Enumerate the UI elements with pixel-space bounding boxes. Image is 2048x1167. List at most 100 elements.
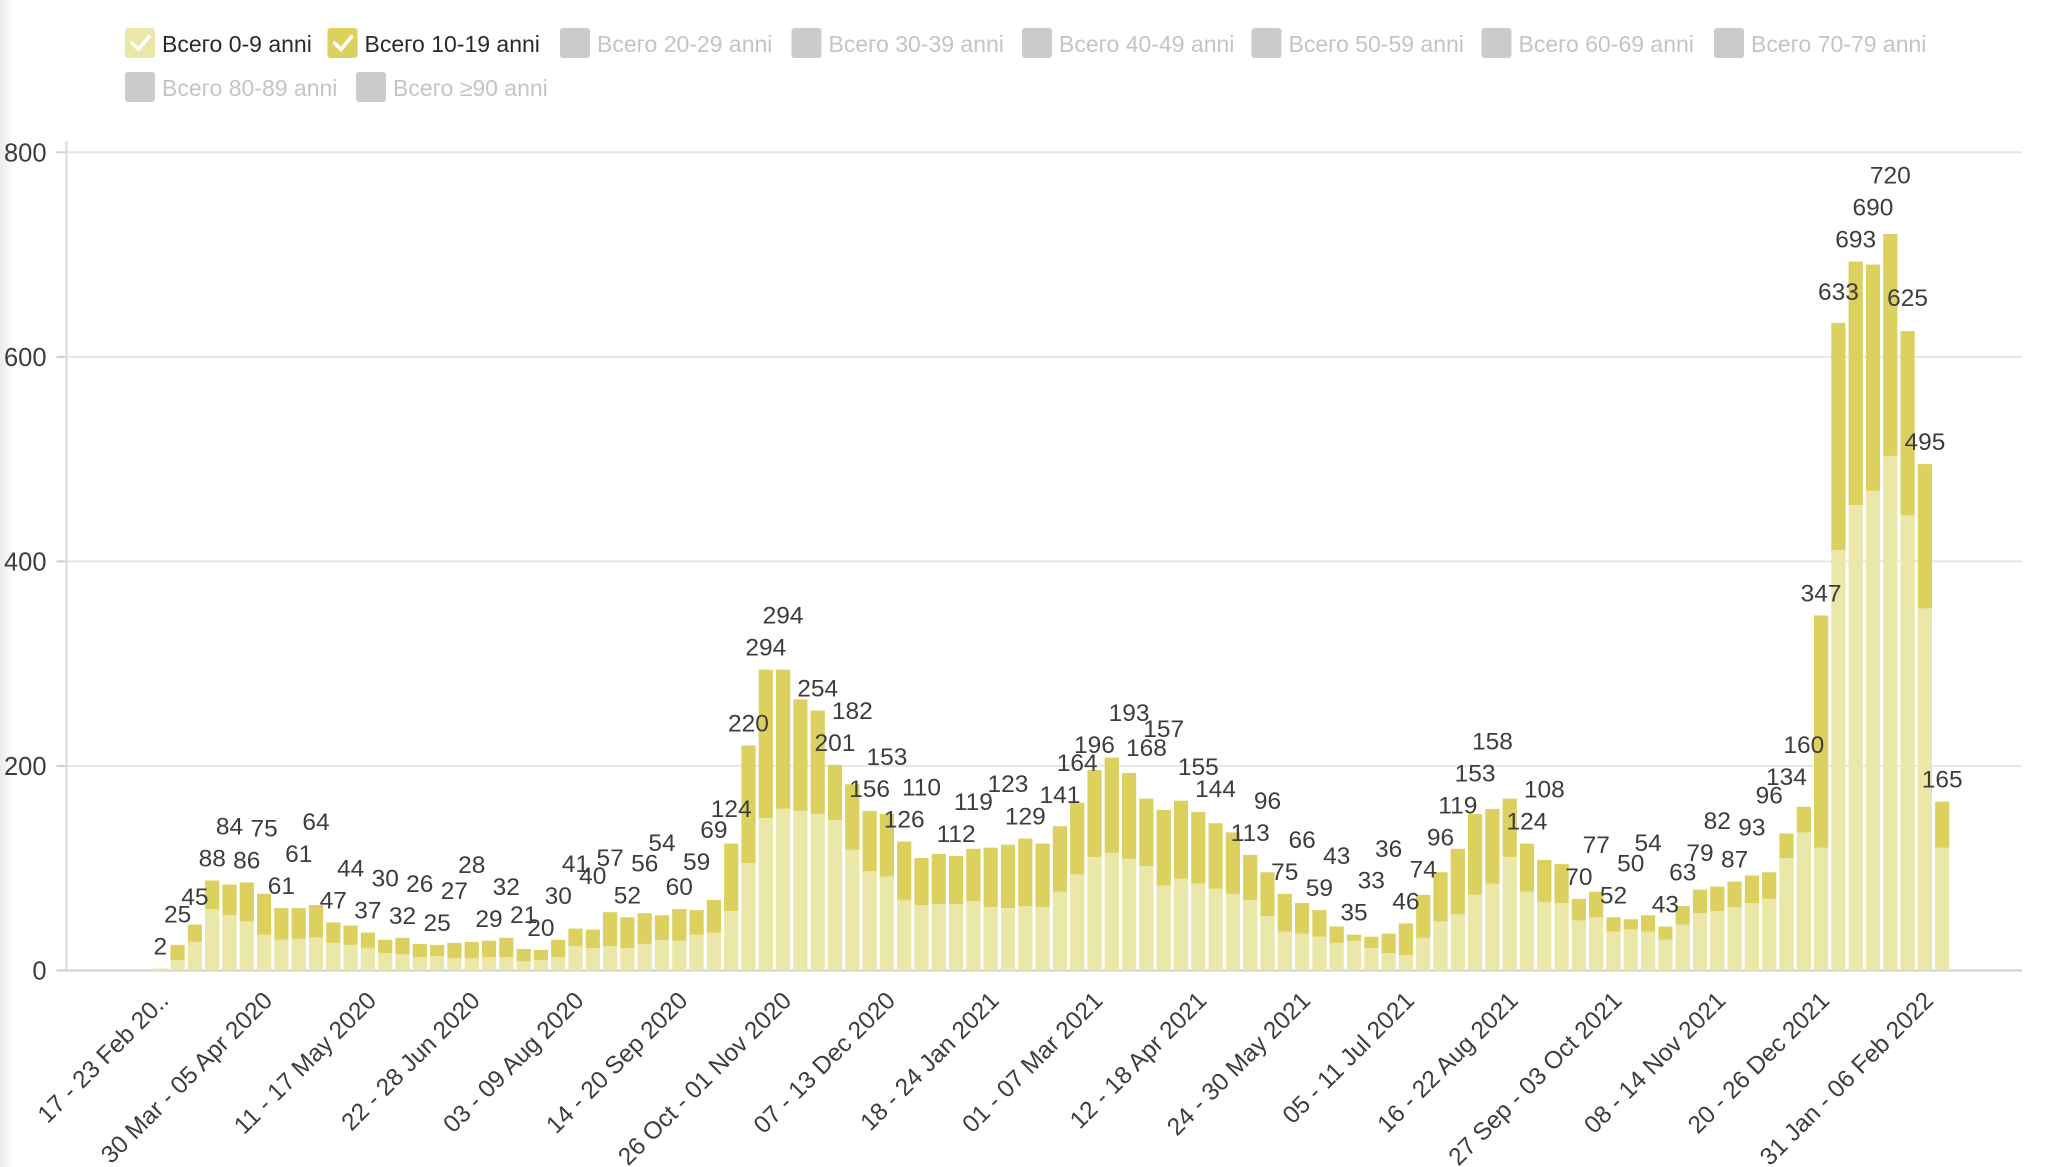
svg-text:59: 59 — [683, 849, 710, 876]
svg-text:201: 201 — [815, 730, 856, 757]
svg-text:126: 126 — [884, 807, 925, 834]
svg-text:88: 88 — [199, 846, 226, 873]
svg-text:54: 54 — [1634, 830, 1661, 857]
svg-text:156: 156 — [849, 776, 890, 803]
svg-text:196: 196 — [1074, 732, 1115, 759]
svg-text:93: 93 — [1738, 815, 1765, 842]
svg-text:400: 400 — [4, 548, 47, 576]
svg-text:32: 32 — [493, 874, 520, 901]
svg-text:Всего 30-39 anni: Всего 30-39 anni — [829, 31, 1004, 57]
svg-text:56: 56 — [631, 850, 658, 877]
svg-text:77: 77 — [1583, 832, 1610, 859]
svg-text:108: 108 — [1524, 777, 1565, 804]
svg-text:86: 86 — [233, 848, 260, 875]
svg-text:Всего ≥90 anni: Всего ≥90 anni — [393, 75, 548, 101]
svg-text:168: 168 — [1126, 735, 1167, 762]
svg-text:74: 74 — [1410, 856, 1437, 883]
svg-text:164: 164 — [1057, 750, 1098, 777]
svg-text:46: 46 — [1392, 888, 1419, 915]
svg-text:96: 96 — [1427, 824, 1454, 851]
svg-text:43: 43 — [1652, 892, 1679, 919]
svg-text:66: 66 — [1288, 827, 1315, 854]
svg-text:96: 96 — [1254, 788, 1281, 815]
svg-text:119: 119 — [954, 789, 993, 816]
svg-text:82: 82 — [1704, 808, 1731, 835]
svg-text:294: 294 — [745, 635, 786, 662]
svg-text:47: 47 — [320, 887, 347, 914]
svg-text:63: 63 — [1669, 860, 1696, 887]
svg-text:75: 75 — [250, 816, 277, 843]
svg-text:693: 693 — [1835, 227, 1876, 254]
svg-text:36: 36 — [1375, 836, 1402, 863]
svg-text:160: 160 — [1783, 732, 1824, 759]
svg-text:Всего 50-59 anni: Всего 50-59 anni — [1289, 31, 1464, 57]
svg-text:119: 119 — [1438, 792, 1477, 819]
svg-text:294: 294 — [763, 603, 804, 630]
svg-text:52: 52 — [1600, 882, 1627, 909]
svg-text:495: 495 — [1904, 429, 1945, 456]
svg-text:25: 25 — [164, 902, 191, 929]
svg-text:129: 129 — [1005, 804, 1046, 831]
svg-text:123: 123 — [988, 771, 1029, 798]
svg-text:0: 0 — [32, 958, 46, 986]
svg-text:153: 153 — [1455, 760, 1496, 787]
svg-text:Всего 60-69 anni: Всего 60-69 anni — [1519, 31, 1694, 57]
svg-text:27: 27 — [441, 878, 468, 905]
svg-text:45: 45 — [181, 884, 208, 911]
svg-text:29: 29 — [475, 906, 502, 933]
svg-text:44: 44 — [337, 855, 364, 882]
svg-text:52: 52 — [614, 882, 641, 909]
svg-text:625: 625 — [1887, 285, 1928, 312]
svg-text:720: 720 — [1870, 163, 1911, 190]
svg-text:182: 182 — [832, 698, 873, 725]
svg-text:165: 165 — [1922, 767, 1963, 794]
svg-text:124: 124 — [711, 796, 752, 823]
svg-text:110: 110 — [902, 775, 941, 802]
svg-text:141: 141 — [1039, 782, 1080, 809]
svg-text:Всего 20-29 anni: Всего 20-29 anni — [597, 31, 772, 57]
svg-text:21: 21 — [510, 902, 537, 929]
svg-text:25: 25 — [423, 910, 450, 937]
svg-text:157: 157 — [1143, 716, 1184, 743]
svg-text:41: 41 — [562, 851, 589, 878]
svg-text:70: 70 — [1565, 864, 1592, 891]
svg-text:59: 59 — [1306, 875, 1333, 902]
svg-text:633: 633 — [1818, 279, 1859, 306]
svg-text:64: 64 — [302, 809, 329, 836]
svg-text:Всего 0-9 anni: Всего 0-9 anni — [162, 31, 312, 57]
svg-text:35: 35 — [1340, 900, 1367, 927]
svg-text:32: 32 — [389, 903, 416, 930]
svg-text:79: 79 — [1686, 840, 1713, 867]
svg-text:254: 254 — [797, 676, 838, 703]
svg-text:40: 40 — [579, 863, 606, 890]
svg-text:28: 28 — [458, 852, 485, 879]
svg-text:69: 69 — [700, 817, 727, 844]
svg-text:61: 61 — [285, 841, 312, 868]
svg-text:134: 134 — [1766, 764, 1807, 791]
svg-text:54: 54 — [648, 830, 675, 857]
svg-text:84: 84 — [216, 814, 243, 841]
svg-text:Всего 80-89 anni: Всего 80-89 anni — [162, 75, 337, 101]
svg-text:37: 37 — [354, 898, 381, 925]
svg-text:690: 690 — [1853, 195, 1894, 222]
svg-text:33: 33 — [1358, 868, 1385, 895]
svg-text:Всего 70-79 anni: Всего 70-79 anni — [1751, 31, 1926, 57]
svg-text:2: 2 — [153, 934, 167, 961]
svg-text:113: 113 — [1231, 820, 1270, 847]
svg-text:220: 220 — [728, 710, 769, 737]
svg-text:57: 57 — [596, 845, 623, 872]
svg-text:Всего 40-49 anni: Всего 40-49 anni — [1059, 31, 1234, 57]
svg-text:153: 153 — [866, 744, 907, 771]
svg-text:347: 347 — [1801, 581, 1842, 608]
svg-text:26: 26 — [406, 871, 433, 898]
svg-text:20: 20 — [527, 915, 554, 942]
svg-text:158: 158 — [1472, 728, 1513, 755]
svg-text:193: 193 — [1109, 700, 1150, 727]
svg-text:96: 96 — [1756, 783, 1783, 810]
svg-text:30: 30 — [372, 866, 399, 893]
svg-text:87: 87 — [1721, 847, 1748, 874]
svg-text:200: 200 — [4, 753, 47, 781]
svg-text:144: 144 — [1195, 776, 1236, 803]
svg-text:60: 60 — [666, 874, 693, 901]
svg-text:30: 30 — [545, 883, 572, 910]
